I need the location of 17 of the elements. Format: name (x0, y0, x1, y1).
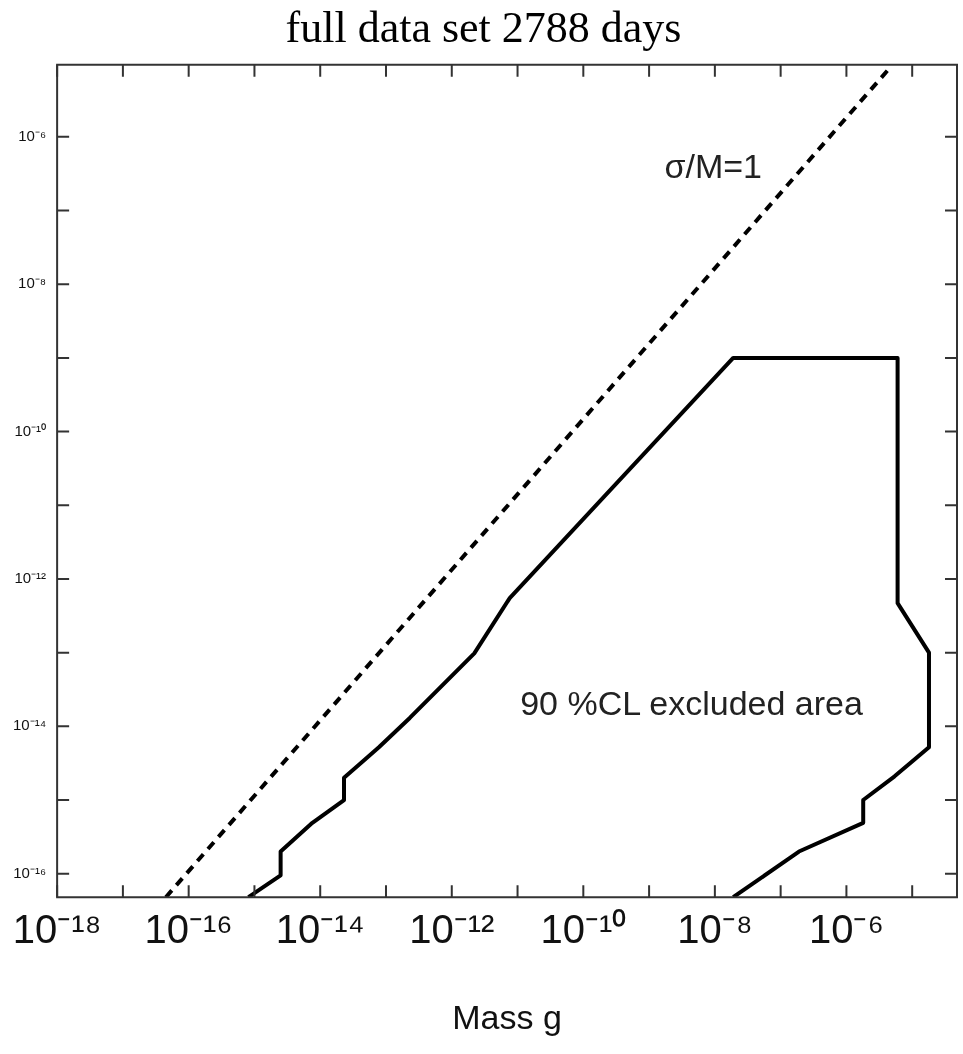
x-tick-label: 10⁻⁶ (808, 907, 884, 952)
x-tick-label: 10⁻¹⁴ (275, 907, 365, 952)
y-tick-label: 10⁻¹⁴ (13, 716, 47, 734)
x-tick-label: 10⁻¹⁰ (540, 907, 627, 952)
y-tick-label: 10⁻¹⁶ (13, 863, 47, 881)
x-tick-label: 10⁻¹² (409, 907, 495, 952)
annotation: 90 %CL excluded area (520, 684, 863, 723)
x-axis-title: Mass g (452, 997, 562, 1036)
chart-title: full data set 2788 days (285, 2, 682, 52)
x-tick-label: 10⁻⁸ (677, 907, 753, 952)
series-label: σ/M=1 (664, 146, 762, 185)
y-tick-label: 10⁻⁶ (18, 126, 47, 144)
y-tick-label: 10⁻¹⁰ (14, 421, 47, 439)
y-tick-label: 10⁻¹² (14, 569, 47, 587)
x-tick-label: 10⁻¹⁸ (12, 907, 102, 952)
y-tick-label: 10⁻⁸ (18, 274, 47, 292)
x-tick-label: 10⁻¹⁶ (144, 907, 233, 952)
